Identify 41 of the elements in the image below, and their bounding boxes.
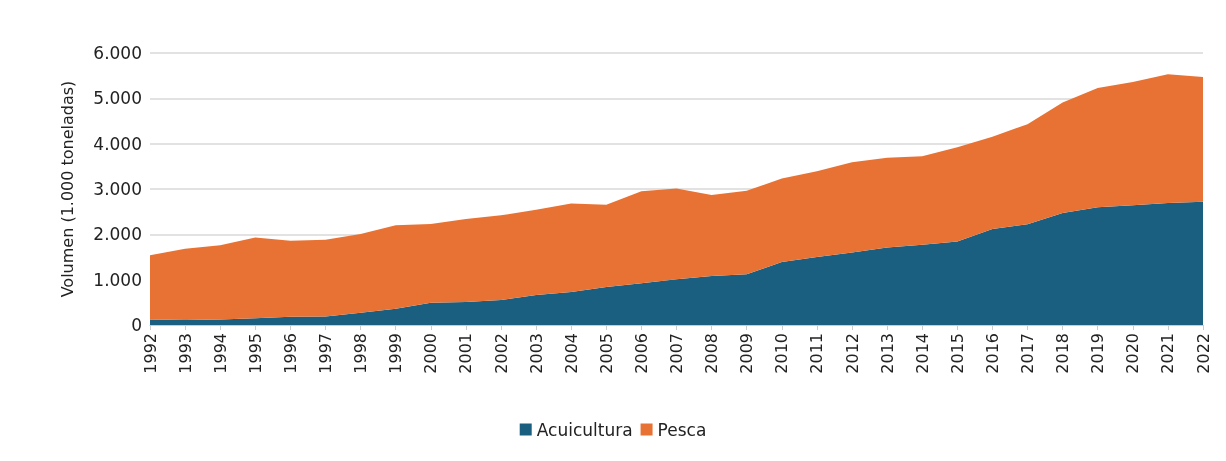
x-tick-label: 2006: [631, 333, 651, 374]
x-tick-label: 1998: [351, 333, 371, 374]
x-tick-label: 2009: [737, 333, 757, 374]
legend-label: Pesca: [657, 419, 707, 440]
y-tick-label: 0: [131, 315, 142, 335]
x-tick-label: 2000: [421, 333, 441, 374]
x-tick-label: 2002: [491, 333, 511, 374]
x-tick-label: 2004: [561, 333, 581, 374]
x-tick-label: 2020: [1123, 333, 1143, 374]
x-tick-label: 1995: [245, 333, 265, 374]
x-tick-label: 2019: [1088, 333, 1108, 374]
x-tick-label: 2013: [877, 333, 897, 374]
y-tick-label: 5.000: [93, 88, 142, 109]
x-tick-label: 1997: [316, 333, 335, 374]
x-tick-label: 2003: [526, 333, 546, 374]
x-tick-label: 1994: [210, 333, 230, 374]
x-tick-label: 2012: [842, 333, 862, 374]
x-tick-label: 2008: [702, 333, 722, 374]
x-tick-label: 2001: [456, 333, 476, 374]
x-tick-label: 1996: [280, 333, 300, 374]
y-axis-title: Volumen (1.000 toneladas): [57, 80, 77, 298]
x-tick-label: 2022: [1193, 333, 1213, 374]
x-tick-label: 2017: [1018, 333, 1037, 374]
x-tick-label: 2021: [1158, 333, 1178, 374]
x-tick-label: 1992: [140, 333, 160, 374]
y-tick-label: 3.000: [93, 179, 142, 199]
x-tick-label: 2011: [807, 333, 827, 374]
x-tick-label: 2018: [1053, 333, 1073, 374]
y-tick-label: 2.000: [93, 224, 142, 245]
x-tick-label: 2005: [596, 333, 616, 374]
x-tick-label: 2007: [667, 333, 686, 374]
y-tick-label: 4.000: [93, 133, 142, 154]
x-tick-label: 1993: [175, 333, 195, 374]
x-tick-label: 2016: [982, 333, 1002, 374]
y-tick-label: 6.000: [93, 43, 142, 63]
x-tick-label: 1999: [386, 333, 406, 374]
y-tick-label: 1.000: [93, 269, 142, 290]
x-tick-label: 2010: [772, 333, 792, 374]
x-tick-label: 2015: [947, 333, 967, 374]
x-tick-label: 2014: [912, 333, 932, 374]
legend-label: Acuicultura: [536, 419, 633, 440]
